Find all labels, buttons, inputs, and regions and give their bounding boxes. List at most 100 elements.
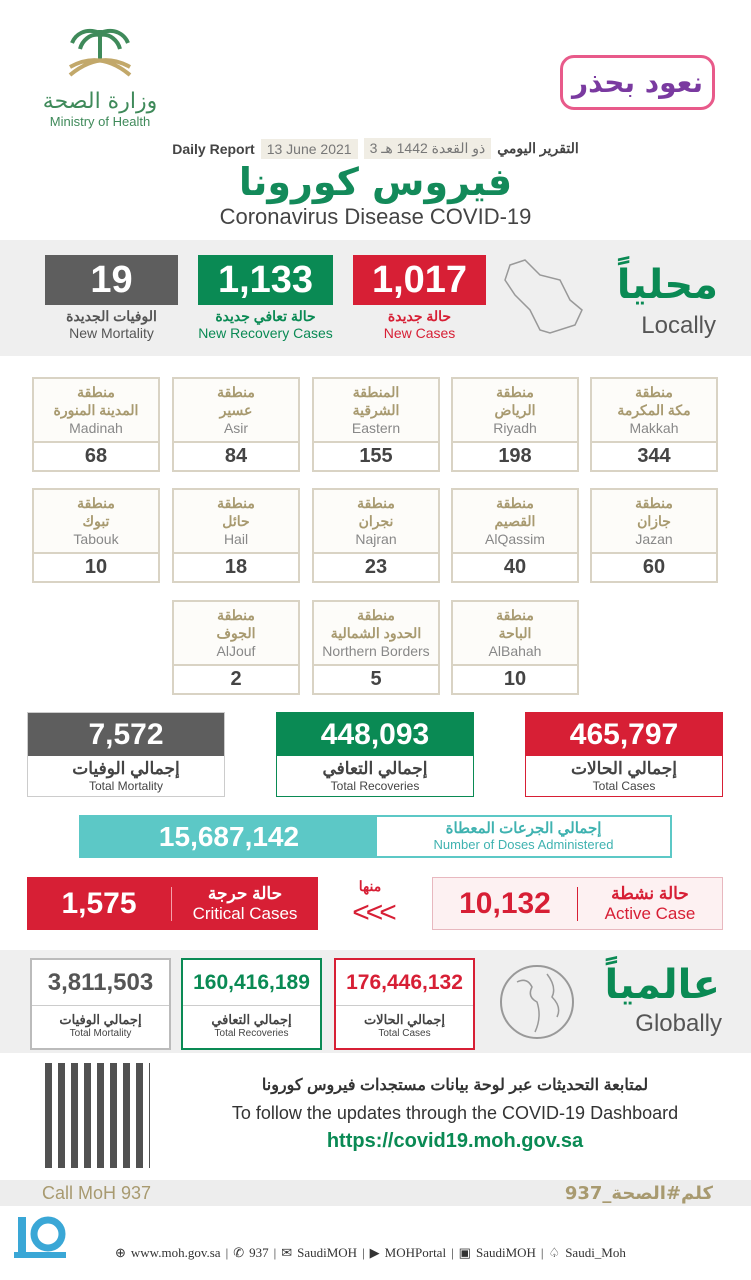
region-card: منطقة جازان Jazan 60: [590, 488, 718, 583]
critical-value: 1,575: [27, 886, 172, 921]
footer-twitter[interactable]: SaudiMOH: [297, 1245, 358, 1260]
snapchat-icon: ♤: [548, 1245, 561, 1260]
palm-swords-icon: [68, 28, 132, 77]
footer-phone: 937: [249, 1245, 269, 1260]
footer-youtube[interactable]: MOHPortal: [384, 1245, 447, 1260]
total-recoveries: 448,093 إجمالي التعافي Total Recoveries: [276, 712, 474, 797]
report-date-line: Daily Report 13 June 2021 3 ذو القعدة 14…: [0, 138, 751, 159]
facebook-icon: ▣: [458, 1245, 471, 1260]
region-value: 18: [224, 556, 248, 578]
global-recoveries-value: 160,416,189: [183, 960, 320, 1006]
global-mortality-label-en: Total Mortality: [69, 1028, 132, 1039]
region-card: منطقة الحدود الشمالية Northern Borders 5: [312, 600, 440, 695]
region-name-en: Najran: [355, 531, 397, 547]
footer-facebook[interactable]: SaudiMOH: [475, 1245, 536, 1260]
total-cases: 465,797 إجمالي الحالات Total Cases: [525, 712, 723, 797]
call-band: [0, 1180, 751, 1206]
region-name-ar: تبوك: [82, 513, 110, 529]
dashboard-text-en: To follow the updates through the COVID-…: [231, 1103, 679, 1123]
total-mortality-label-ar: إجمالي الوفيات: [72, 759, 180, 778]
new-cases: 1,017 حالة جديدة New Cases: [353, 255, 486, 342]
region-name-ar: عسير: [219, 402, 253, 418]
doses-value: 15,687,142: [81, 817, 377, 856]
region-name-en: AlQassim: [485, 531, 545, 547]
new-cases-value: 1,017: [353, 255, 486, 305]
region-name-en: Riyadh: [493, 420, 537, 436]
global-mortality: 3,811,503 إجمالي الوفيات Total Mortality: [30, 958, 171, 1050]
new-mortality-value: 19: [45, 255, 178, 305]
region-label-ar: المنطقة: [352, 384, 400, 400]
campaign-logo: نعود بحذر: [560, 55, 715, 110]
region-name-ar: نجران: [358, 513, 394, 529]
region-card: منطقة المدينة المنورة Madinah 68: [32, 377, 160, 472]
region-card: منطقة تبوك Tabouk 10: [32, 488, 160, 583]
total-cases-label-en: Total Cases: [592, 779, 656, 793]
global-cases-value: 176,446,132: [336, 960, 473, 1006]
qr-code[interactable]: [45, 1063, 150, 1168]
region-card: منطقة الباحة AlBahah 10: [451, 600, 579, 695]
youtube-icon: ▶: [369, 1245, 380, 1260]
title-ar: فيروس كورونا: [238, 160, 513, 204]
region-card: منطقة عسير Asir 84: [172, 377, 300, 472]
region-value: 23: [364, 556, 388, 578]
global-recoveries: 160,416,189 إجمالي التعافي Total Recover…: [181, 958, 322, 1050]
global-recoveries-label-ar: إجمالي التعافي: [211, 1012, 292, 1027]
global-recoveries-label-en: Total Recoveries: [214, 1028, 289, 1039]
region-card: منطقة مكة المكرمة Makkah 344: [590, 377, 718, 472]
region-name-ar: الرياض: [494, 402, 536, 418]
of-which-label: منها: [358, 878, 382, 894]
region-label-ar: منطقة: [217, 495, 255, 511]
region-value: 84: [224, 445, 248, 467]
region-value: 68: [84, 445, 108, 467]
region-label-ar: منطقة: [77, 495, 115, 511]
active-label-ar: حالة نشطة: [611, 883, 689, 903]
region-card: منطقة نجران Najran 23: [312, 488, 440, 583]
total-mortality-value: 7,572: [28, 713, 224, 756]
new-cases-label-ar: حالة جديدة: [387, 308, 452, 324]
phone-icon: ✆: [233, 1245, 245, 1260]
region-value: 344: [637, 445, 671, 467]
region-label-ar: منطقة: [496, 607, 534, 623]
active-cases: 10,132 حالة نشطة Active Case: [432, 877, 723, 930]
globe-icon: [500, 965, 574, 1039]
active-label-en: Active Case: [604, 903, 696, 923]
region-label-ar: منطقة: [217, 607, 255, 623]
footer-social: ⊕ www.moh.gov.sa | ✆ 937 | ✉ SaudiMOH | ▶ MOHPo…: [115, 1245, 626, 1260]
local-title-en: Locally: [641, 312, 716, 339]
region-name-en: Hail: [223, 531, 249, 547]
region-value: 10: [84, 556, 108, 578]
region-label-ar: منطقة: [77, 384, 115, 400]
region-label-ar: منطقة: [496, 495, 534, 511]
region-name-ar: الجوف: [216, 625, 256, 641]
arrows-icon: <<<: [352, 896, 397, 929]
region-label-ar: منطقة: [635, 495, 673, 511]
watermark-graphic-icon: [14, 1216, 66, 1258]
critical-cases: 1,575 حالة حرجة Critical Cases: [27, 877, 318, 930]
region-label-ar: منطقة: [357, 607, 395, 623]
dashboard-text-ar: لمتابعة التحديثات عبر لوحة بيانات مستجدا…: [261, 1077, 649, 1094]
total-recoveries-label-en: Total Recoveries: [330, 779, 420, 793]
footer-web[interactable]: www.moh.gov.sa: [130, 1245, 221, 1260]
new-recovery-label-ar: حالة تعافي جديدة: [215, 308, 316, 324]
region-label-ar: منطقة: [217, 384, 255, 400]
report-label-en: Daily Report: [172, 140, 255, 157]
total-cases-label-ar: إجمالي الحالات: [570, 759, 678, 778]
new-mortality: 19 الوفيات الجديدة New Mortality: [45, 255, 178, 342]
region-name-ar: جازان: [637, 513, 671, 529]
region-name-ar: مكة المكرمة: [617, 402, 691, 418]
title-en: Coronavirus Disease COVID-19: [219, 204, 532, 229]
new-mortality-label-en: New Mortality: [69, 325, 154, 341]
region-value: 2: [230, 668, 242, 690]
total-recoveries-label-ar: إجمالي التعافي: [322, 759, 428, 778]
critical-label-en: Critical Cases: [192, 903, 298, 923]
moh-name-ar: وزارة الصحة: [42, 89, 158, 114]
region-value: 10: [503, 668, 527, 690]
dashboard-link[interactable]: https://covid19.moh.gov.sa: [326, 1130, 584, 1152]
new-recovery-value: 1,133: [198, 255, 333, 305]
global-mortality-value: 3,811,503: [32, 960, 169, 1006]
region-value: 198: [498, 445, 532, 467]
global-mortality-label-ar: إجمالي الوفيات: [59, 1012, 142, 1027]
moh-logo: وزارة الصحة Ministry of Health: [30, 25, 170, 135]
footer-snapchat[interactable]: Saudi_Moh: [565, 1245, 626, 1260]
region-card: منطقة القصيم AlQassim 40: [451, 488, 579, 583]
